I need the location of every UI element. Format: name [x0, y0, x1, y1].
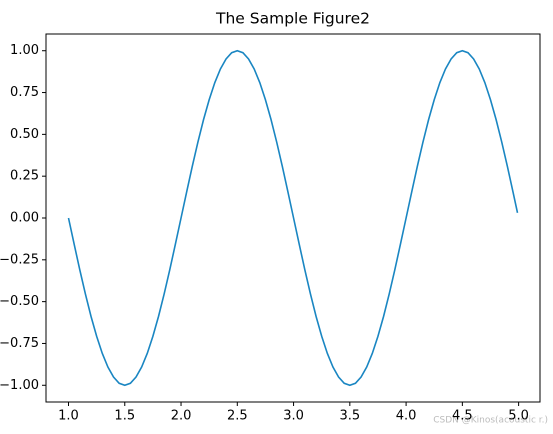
y-tick-label: 0.75 — [10, 85, 39, 100]
chart-title: The Sample Figure2 — [215, 10, 370, 28]
y-tick-label: 0.25 — [10, 169, 39, 184]
y-tick-label: 0.00 — [10, 211, 39, 226]
y-tick-label: −0.25 — [0, 252, 39, 267]
x-tick-label: 1.5 — [114, 409, 135, 424]
y-tick-label: 0.50 — [10, 127, 39, 142]
x-tick-label: 2.5 — [227, 409, 248, 424]
x-tick-label: 3.0 — [283, 409, 304, 424]
line-series — [67, 49, 519, 387]
x-tick-label: 4.5 — [452, 409, 473, 424]
y-tick-label: −1.00 — [0, 378, 39, 393]
x-tick-label: 1.0 — [58, 409, 79, 424]
watermark: CSDN @Kinos(acoustic r.) — [433, 416, 548, 426]
x-tick-label: 4.0 — [396, 409, 417, 424]
y-tick-label: −0.75 — [0, 336, 39, 351]
x-tick-label: 2.0 — [171, 409, 192, 424]
y-tick-label: −0.50 — [0, 294, 39, 309]
x-tick-label: 5.0 — [508, 409, 529, 424]
x-tick-label: 3.5 — [339, 409, 360, 424]
y-tick-label: 1.00 — [10, 43, 39, 58]
